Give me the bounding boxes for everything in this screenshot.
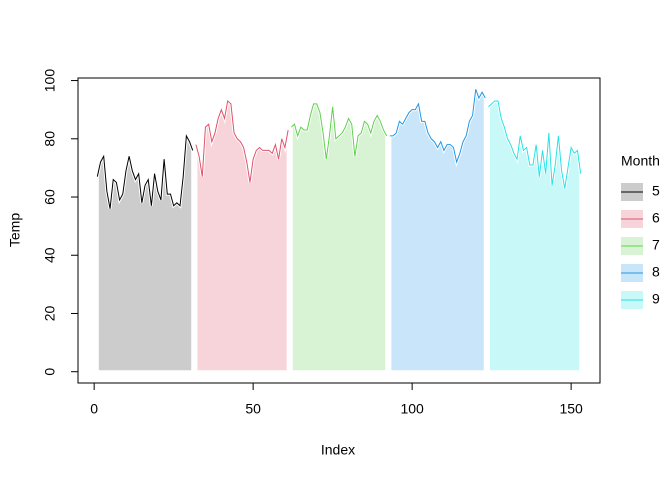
y-tick-label: 100 <box>42 69 58 93</box>
legend-label: 5 <box>652 183 660 199</box>
line <box>195 99 289 183</box>
line <box>389 89 486 164</box>
x-axis-label: Index <box>321 442 355 458</box>
legend-label: 8 <box>652 264 660 280</box>
area-fill <box>95 130 195 374</box>
y-tick-label: 80 <box>42 131 58 147</box>
line <box>488 100 582 189</box>
y-axis-label: Temp <box>7 213 23 247</box>
legend-label: 7 <box>652 237 660 253</box>
y-tick-label: 40 <box>42 247 58 263</box>
legend-title: Month <box>621 153 660 169</box>
x-tick-label: 100 <box>400 401 424 417</box>
line <box>290 103 388 160</box>
x-tick-label: 50 <box>245 401 261 417</box>
legend-label: 9 <box>652 291 660 307</box>
legend-label: 6 <box>652 210 660 226</box>
y-tick-label: 0 <box>42 368 58 376</box>
y-tick-label: 20 <box>42 305 58 321</box>
line <box>96 134 194 209</box>
area-fill <box>194 98 290 374</box>
area-fill <box>289 102 389 374</box>
area-fill <box>486 99 583 374</box>
y-tick-label: 60 <box>42 189 58 205</box>
area-fill <box>388 88 487 374</box>
x-tick-label: 0 <box>90 401 98 417</box>
x-tick-label: 150 <box>559 401 583 417</box>
